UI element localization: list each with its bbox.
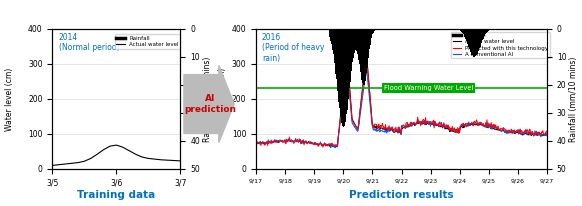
Bar: [345, 29, 346, 122]
Bar: [342, 29, 343, 125]
Bar: [481, 29, 482, 43]
Bar: [370, 29, 371, 45]
Bar: [341, 29, 342, 121]
Bar: [354, 29, 355, 53]
Bar: [464, 29, 465, 37]
Bar: [369, 29, 370, 53]
Bar: [347, 29, 348, 105]
Bar: [329, 29, 330, 37]
Bar: [350, 29, 351, 76]
Bar: [358, 29, 359, 57]
Text: AI
prediction: AI prediction: [184, 94, 236, 114]
Bar: [356, 29, 357, 51]
Bar: [469, 29, 470, 49]
Bar: [344, 29, 345, 126]
Bar: [335, 29, 336, 74]
Bar: [333, 29, 334, 59]
Bar: [371, 29, 372, 38]
Bar: [367, 29, 368, 63]
Y-axis label: Water level (cm): Water level (cm): [5, 67, 14, 131]
Bar: [462, 29, 463, 34]
Bar: [361, 29, 362, 80]
Bar: [375, 29, 376, 30]
Bar: [339, 29, 340, 108]
Bar: [360, 29, 361, 73]
Bar: [365, 29, 367, 77]
Bar: [463, 29, 464, 35]
Bar: [346, 29, 347, 115]
Bar: [470, 29, 471, 52]
Bar: [364, 29, 365, 83]
Bar: [334, 29, 335, 63]
Bar: [466, 29, 467, 41]
Bar: [487, 29, 488, 32]
Bar: [471, 29, 472, 55]
Bar: [460, 29, 461, 31]
Bar: [331, 29, 332, 44]
Bar: [486, 29, 487, 33]
FancyArrow shape: [184, 66, 234, 143]
Bar: [357, 29, 358, 54]
Bar: [485, 29, 486, 34]
Bar: [463, 29, 464, 34]
Bar: [367, 29, 368, 68]
Bar: [330, 29, 331, 39]
Bar: [474, 29, 475, 57]
Bar: [366, 29, 367, 73]
Y-axis label: Water level (cm): Water level (cm): [218, 67, 227, 131]
Y-axis label: Rainfall (mm/10 mins): Rainfall (mm/10 mins): [569, 56, 579, 142]
Bar: [359, 29, 360, 64]
Bar: [489, 29, 490, 30]
Bar: [349, 29, 350, 88]
Bar: [482, 29, 483, 40]
Bar: [351, 29, 352, 71]
Bar: [472, 29, 473, 55]
Bar: [355, 29, 356, 51]
Bar: [332, 29, 333, 50]
Bar: [476, 29, 477, 55]
Bar: [483, 29, 484, 39]
Text: 2014
(Normal period): 2014 (Normal period): [59, 33, 119, 53]
Bar: [477, 29, 478, 54]
Bar: [475, 29, 476, 56]
Bar: [353, 29, 354, 55]
Bar: [340, 29, 341, 117]
Bar: [467, 29, 468, 44]
Bar: [478, 29, 479, 51]
Text: 2016
(Period of heavy
rain): 2016 (Period of heavy rain): [262, 33, 324, 63]
Bar: [490, 29, 491, 30]
Bar: [468, 29, 469, 46]
Bar: [480, 29, 481, 47]
Legend: Rainfall, Actual water level, Predicted with this technology, A conventional AI: Rainfall, Actual water level, Predicted …: [451, 32, 550, 58]
Bar: [484, 29, 485, 36]
Text: Training data: Training data: [77, 190, 155, 200]
Bar: [363, 29, 364, 85]
Bar: [477, 29, 478, 53]
Bar: [461, 29, 462, 32]
Bar: [479, 29, 480, 50]
Text: Prediction results: Prediction results: [349, 190, 454, 200]
Bar: [337, 29, 338, 91]
Bar: [362, 29, 363, 83]
Bar: [473, 29, 474, 57]
Bar: [336, 29, 337, 85]
Bar: [338, 29, 339, 102]
Bar: [352, 29, 353, 62]
Y-axis label: Rainfall (mm/10 mins): Rainfall (mm/10 mins): [203, 56, 212, 142]
Bar: [373, 29, 374, 33]
Bar: [348, 29, 349, 99]
Bar: [374, 29, 375, 31]
Bar: [353, 29, 354, 58]
Bar: [465, 29, 466, 38]
Bar: [488, 29, 489, 31]
Bar: [372, 29, 373, 34]
Text: Flood Warning Water Level: Flood Warning Water Level: [384, 85, 473, 91]
Bar: [368, 29, 369, 58]
Bar: [339, 29, 340, 113]
Bar: [343, 29, 344, 127]
Legend: Rainfall, Actual water level: Rainfall, Actual water level: [115, 34, 180, 49]
